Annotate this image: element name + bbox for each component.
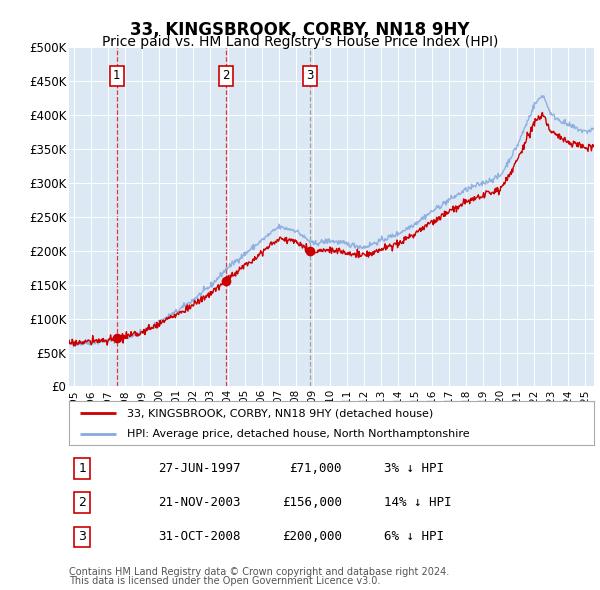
Text: HPI: Average price, detached house, North Northamptonshire: HPI: Average price, detached house, Nort… — [127, 428, 469, 438]
Text: Price paid vs. HM Land Registry's House Price Index (HPI): Price paid vs. HM Land Registry's House … — [102, 35, 498, 50]
Text: 3: 3 — [78, 530, 86, 543]
Text: 3: 3 — [306, 69, 314, 82]
Text: 31-OCT-2008: 31-OCT-2008 — [158, 530, 241, 543]
Text: 3% ↓ HPI: 3% ↓ HPI — [384, 462, 444, 475]
Text: £156,000: £156,000 — [282, 496, 342, 509]
Text: 1: 1 — [78, 462, 86, 475]
Text: This data is licensed under the Open Government Licence v3.0.: This data is licensed under the Open Gov… — [69, 576, 380, 586]
Text: 1: 1 — [113, 69, 121, 82]
Text: 14% ↓ HPI: 14% ↓ HPI — [384, 496, 452, 509]
Text: £200,000: £200,000 — [282, 530, 342, 543]
Text: 33, KINGSBROOK, CORBY, NN18 9HY (detached house): 33, KINGSBROOK, CORBY, NN18 9HY (detache… — [127, 408, 433, 418]
Text: 6% ↓ HPI: 6% ↓ HPI — [384, 530, 444, 543]
Text: 2: 2 — [222, 69, 229, 82]
Text: Contains HM Land Registry data © Crown copyright and database right 2024.: Contains HM Land Registry data © Crown c… — [69, 567, 449, 577]
Text: 2: 2 — [78, 496, 86, 509]
Text: £71,000: £71,000 — [290, 462, 342, 475]
Text: 21-NOV-2003: 21-NOV-2003 — [158, 496, 241, 509]
Text: 27-JUN-1997: 27-JUN-1997 — [158, 462, 241, 475]
Text: 33, KINGSBROOK, CORBY, NN18 9HY: 33, KINGSBROOK, CORBY, NN18 9HY — [130, 21, 470, 39]
